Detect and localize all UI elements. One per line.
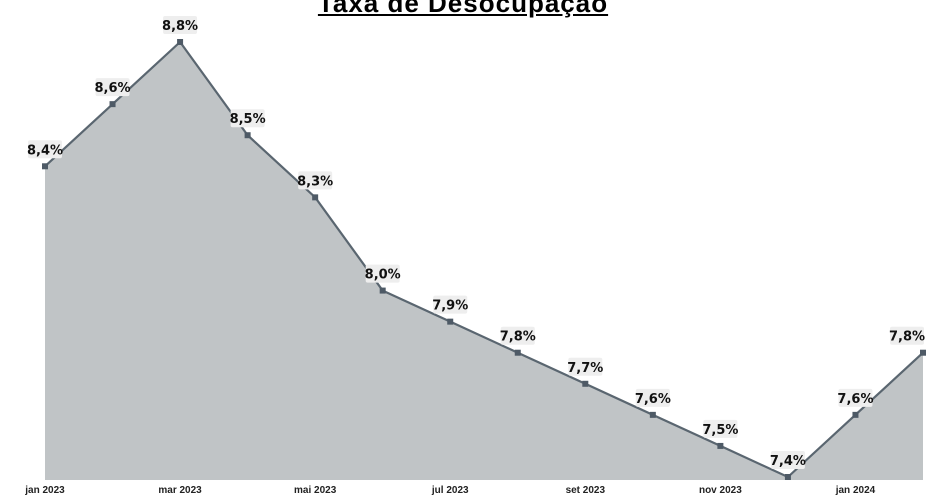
data-label-box — [95, 78, 130, 97]
data-label-text: 8,4% — [27, 143, 63, 158]
x-tick-label: mar 2023 — [158, 485, 202, 495]
data-point-10 — [649, 411, 656, 418]
data-label-1: 8,4% — [27, 140, 63, 159]
data-label-text: 7,5% — [702, 423, 738, 438]
data-point-8 — [514, 349, 521, 356]
data-point-2 — [109, 101, 116, 108]
area-fill — [45, 42, 923, 480]
data-label-9: 7,7% — [567, 357, 603, 376]
chart-title: Taxa de Desocupação — [317, 0, 609, 18]
data-label-text: 7,7% — [567, 361, 603, 376]
x-tick-label: jul 2023 — [431, 485, 469, 495]
data-label-box — [703, 419, 738, 438]
data-label-text: 7,4% — [770, 454, 806, 469]
data-point-3 — [177, 39, 184, 45]
data-label-text: 7,8% — [889, 330, 925, 345]
data-label-box — [838, 388, 873, 407]
data-label-10: 7,6% — [635, 388, 671, 407]
data-label-text: 7,8% — [500, 330, 536, 345]
data-point-11 — [717, 442, 724, 449]
data-label-box — [28, 140, 62, 159]
data-label-8: 7,8% — [500, 326, 536, 345]
data-label-text: 8,5% — [230, 112, 266, 127]
data-label-text: 7,9% — [432, 299, 468, 314]
data-label-6: 8,0% — [365, 264, 401, 283]
data-label-text: 8,8% — [162, 19, 198, 34]
data-label-box — [433, 295, 468, 314]
data-label-12: 7,4% — [770, 451, 806, 469]
data-label-box — [365, 264, 400, 283]
data-label-text: 8,6% — [95, 81, 131, 96]
data-label-7: 7,9% — [432, 295, 468, 314]
data-label-13: 7,6% — [837, 388, 873, 407]
data-label-4: 8,5% — [230, 109, 266, 128]
data-label-3: 8,8% — [162, 16, 198, 34]
data-point-6 — [379, 287, 386, 294]
data-label-box — [230, 109, 265, 128]
data-point-4 — [244, 132, 251, 139]
x-tick-label: set 2023 — [566, 485, 606, 495]
data-label-text: 7,6% — [837, 392, 873, 407]
data-label-box — [770, 451, 805, 469]
data-label-text: 8,0% — [365, 268, 401, 283]
series-line — [44, 40, 924, 479]
data-label-box — [635, 388, 670, 407]
data-point-13 — [852, 411, 859, 418]
data-label-box — [163, 16, 198, 34]
data-label-box — [500, 326, 535, 345]
x-tick-label: mai 2023 — [294, 485, 337, 495]
data-label-box — [568, 357, 603, 376]
data-point-14 — [920, 349, 926, 356]
x-tick-label: jan 2024 — [835, 485, 876, 495]
data-point-1 — [42, 163, 48, 170]
data-label-text: 8,3% — [297, 174, 333, 189]
data-label-2: 8,6% — [95, 78, 131, 97]
data-point-7 — [447, 318, 454, 325]
data-label-14: 7,8% — [889, 326, 925, 345]
data-point-12 — [784, 474, 791, 480]
x-tick-label: jan 2023 — [24, 485, 65, 495]
data-label-5: 8,3% — [297, 171, 333, 190]
x-tick-label: nov 2023 — [699, 485, 742, 495]
data-label-text: 7,6% — [635, 392, 671, 407]
data-label-box — [890, 326, 924, 345]
data-label-11: 7,5% — [702, 419, 738, 438]
data-label-box — [298, 171, 333, 190]
data-point-9 — [582, 380, 589, 387]
data-point-5 — [312, 194, 319, 201]
